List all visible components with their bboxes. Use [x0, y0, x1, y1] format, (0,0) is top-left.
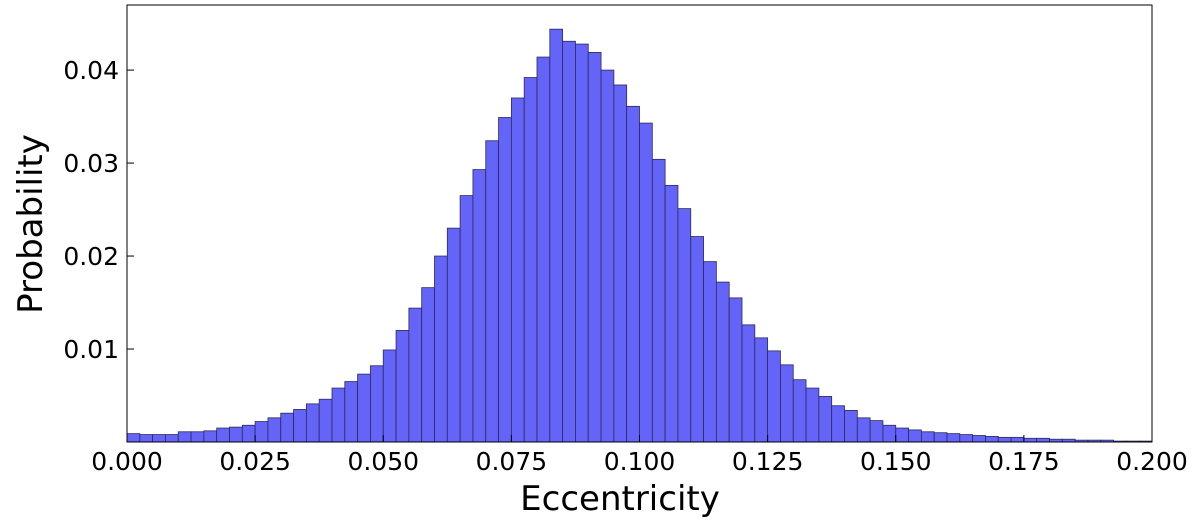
- bar: [767, 350, 781, 443]
- x-tick-label: 0.150: [860, 447, 932, 476]
- bar: [844, 409, 858, 443]
- bar: [869, 420, 884, 443]
- bar: [575, 43, 589, 443]
- bar: [728, 297, 743, 443]
- x-tick-label: 0.200: [1116, 447, 1188, 476]
- bar: [459, 195, 474, 443]
- bar: [639, 122, 653, 443]
- bar: [152, 434, 166, 443]
- bar: [587, 52, 602, 443]
- bar: [523, 77, 538, 443]
- bar: [1010, 436, 1025, 443]
- x-tick-label: 0.000: [91, 447, 163, 476]
- bar: [626, 105, 640, 443]
- bar: [318, 398, 333, 443]
- y-tick-label: 0.01: [63, 335, 119, 364]
- bar: [600, 69, 615, 443]
- bar: [972, 435, 986, 443]
- bar: [472, 169, 487, 443]
- bar: [792, 379, 807, 443]
- bar: [1036, 437, 1050, 443]
- bar: [882, 424, 897, 443]
- bar: [357, 373, 371, 443]
- bar: [395, 330, 410, 443]
- bar: [370, 365, 384, 443]
- bar: [446, 227, 461, 443]
- x-tick-label: 0.050: [347, 447, 419, 476]
- bar: [754, 337, 769, 443]
- bar: [293, 409, 307, 443]
- bar: [959, 434, 974, 443]
- x-tick-label: 0.100: [604, 447, 676, 476]
- bar: [254, 421, 269, 443]
- bar: [1023, 437, 1038, 443]
- bar: [818, 396, 833, 443]
- bar: [229, 426, 243, 443]
- bar: [549, 28, 564, 443]
- bar: [126, 433, 141, 443]
- bar: [382, 349, 397, 443]
- bar: [741, 324, 756, 443]
- bar: [203, 430, 218, 443]
- y-tick-label: 0.03: [63, 149, 119, 178]
- bar: [715, 281, 730, 443]
- y-tick-label: 0.04: [63, 56, 119, 85]
- bar: [305, 403, 320, 443]
- bar: [805, 387, 820, 443]
- bar: [651, 158, 666, 443]
- bar: [216, 427, 230, 443]
- x-tick-label: 0.175: [988, 447, 1060, 476]
- y-tick-label: 0.02: [63, 242, 119, 271]
- bar: [677, 208, 692, 443]
- bar: [780, 364, 794, 443]
- bar: [908, 429, 922, 443]
- y-axis-label: Probability: [11, 134, 51, 314]
- bar: [139, 434, 154, 443]
- bar: [485, 140, 499, 443]
- bar: [664, 184, 679, 443]
- bar: [703, 261, 717, 443]
- bar: [997, 436, 1012, 443]
- bar: [344, 381, 359, 443]
- x-tick-label: 0.025: [219, 447, 291, 476]
- bar: [408, 307, 423, 443]
- bar: [280, 412, 294, 443]
- bar: [831, 405, 845, 443]
- bar: [267, 417, 282, 443]
- bar: [190, 431, 205, 443]
- bar: [498, 117, 512, 443]
- bar: [856, 417, 871, 443]
- bar: [920, 431, 935, 443]
- bar: [933, 432, 948, 443]
- bar: [536, 56, 551, 443]
- x-axis-label: Eccentricity: [520, 479, 720, 519]
- bar: [562, 40, 576, 443]
- x-tick-label: 0.075: [476, 447, 548, 476]
- bar: [946, 433, 961, 443]
- bar: [165, 434, 179, 443]
- bar: [421, 287, 435, 443]
- bar: [177, 431, 192, 443]
- bar: [241, 424, 256, 443]
- bar: [985, 436, 999, 443]
- bar: [690, 236, 704, 443]
- bar: [895, 427, 909, 443]
- bar: [510, 97, 525, 443]
- x-tick-label: 0.125: [732, 447, 804, 476]
- bar: [331, 387, 346, 443]
- bar: [434, 255, 448, 443]
- bar: [613, 84, 628, 443]
